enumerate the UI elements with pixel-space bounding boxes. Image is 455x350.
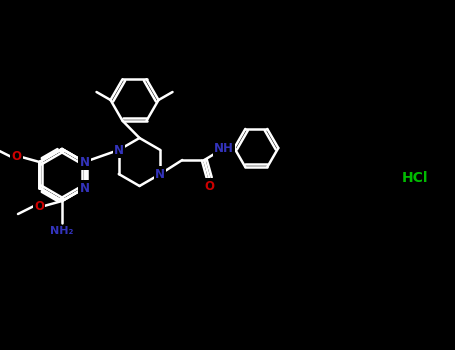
Text: O: O xyxy=(34,199,44,212)
Text: HCl: HCl xyxy=(402,171,428,185)
Text: N: N xyxy=(80,155,90,168)
Text: O: O xyxy=(204,180,214,193)
Text: O: O xyxy=(11,150,21,163)
Text: N: N xyxy=(155,168,165,181)
Text: N: N xyxy=(114,144,124,156)
Text: NH: NH xyxy=(214,141,234,154)
Text: N: N xyxy=(80,182,90,195)
Text: NH₂: NH₂ xyxy=(51,226,74,236)
